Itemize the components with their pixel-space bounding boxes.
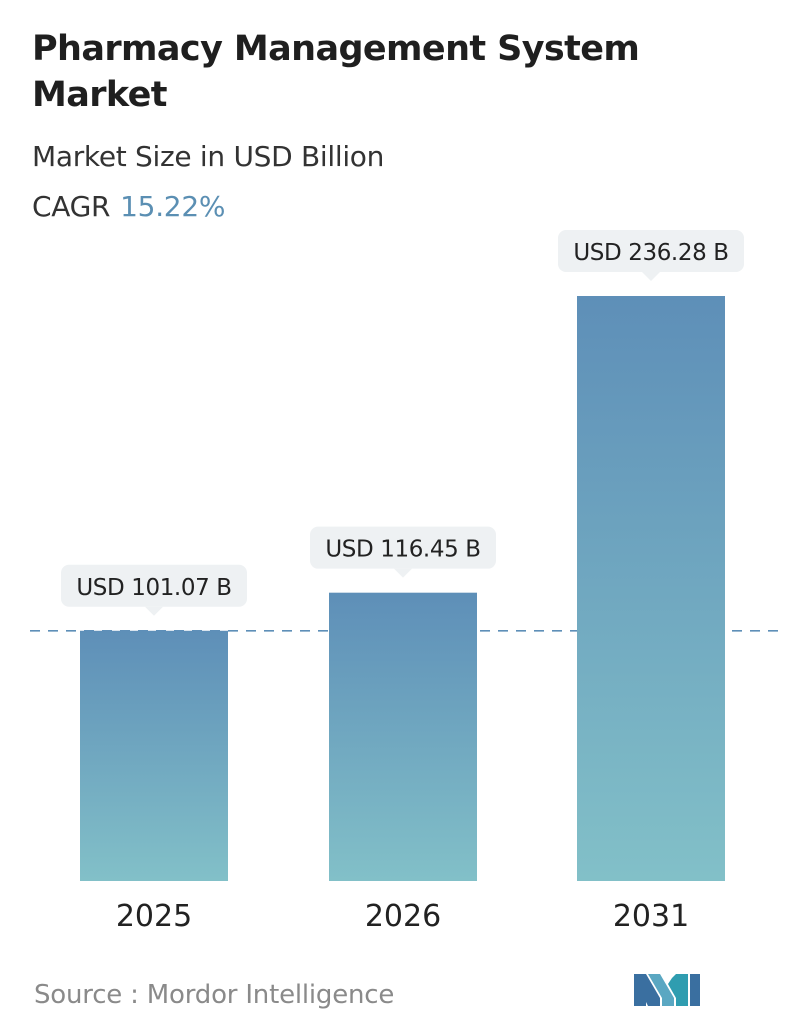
bar-2031 bbox=[577, 296, 725, 881]
chart-subtitle: Market Size in USD Billion bbox=[32, 140, 385, 173]
cagr-value: 15.22% bbox=[120, 190, 226, 223]
cagr-line: CAGR 15.22% bbox=[32, 190, 225, 223]
source-text: Source : Mordor Intelligence bbox=[34, 980, 395, 1010]
value-label-text: USD 101.07 B bbox=[76, 575, 231, 601]
value-label-text: USD 116.45 B bbox=[325, 537, 480, 563]
category-label-2025: 2025 bbox=[116, 899, 192, 934]
bar-chart: USD 101.07 B 2025 USD 116.45 B 2026 USD 236.… bbox=[30, 230, 782, 934]
category-label-2031: 2031 bbox=[613, 899, 689, 934]
chart-title: Pharmacy Management System Market bbox=[32, 29, 640, 115]
mordor-intelligence-logo-icon bbox=[634, 974, 700, 1006]
bar-2026 bbox=[329, 592, 477, 881]
value-label-2025: USD 101.07 B bbox=[61, 564, 247, 616]
value-label-text: USD 236.28 B bbox=[573, 240, 728, 266]
cagr-label: CAGR bbox=[32, 190, 111, 223]
category-label-2026: 2026 bbox=[365, 899, 441, 934]
bar-2025 bbox=[80, 630, 228, 881]
value-label-2031: USD 236.28 B bbox=[558, 230, 744, 281]
value-label-2026: USD 116.45 B bbox=[310, 526, 496, 578]
